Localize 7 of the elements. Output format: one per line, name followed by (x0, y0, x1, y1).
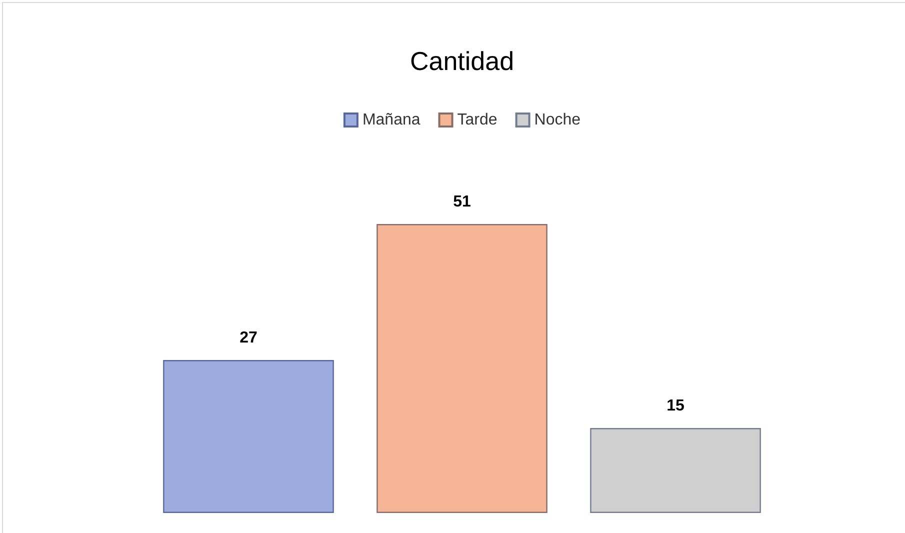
legend-label: Noche (534, 112, 581, 128)
data-label: 27 (240, 330, 258, 346)
legend-label: Mañana (362, 112, 420, 128)
chart-title: Cantidad (410, 46, 514, 76)
data-label: 15 (666, 398, 685, 414)
data-label: 51 (453, 194, 471, 210)
legend-label: Tarde (457, 112, 498, 128)
